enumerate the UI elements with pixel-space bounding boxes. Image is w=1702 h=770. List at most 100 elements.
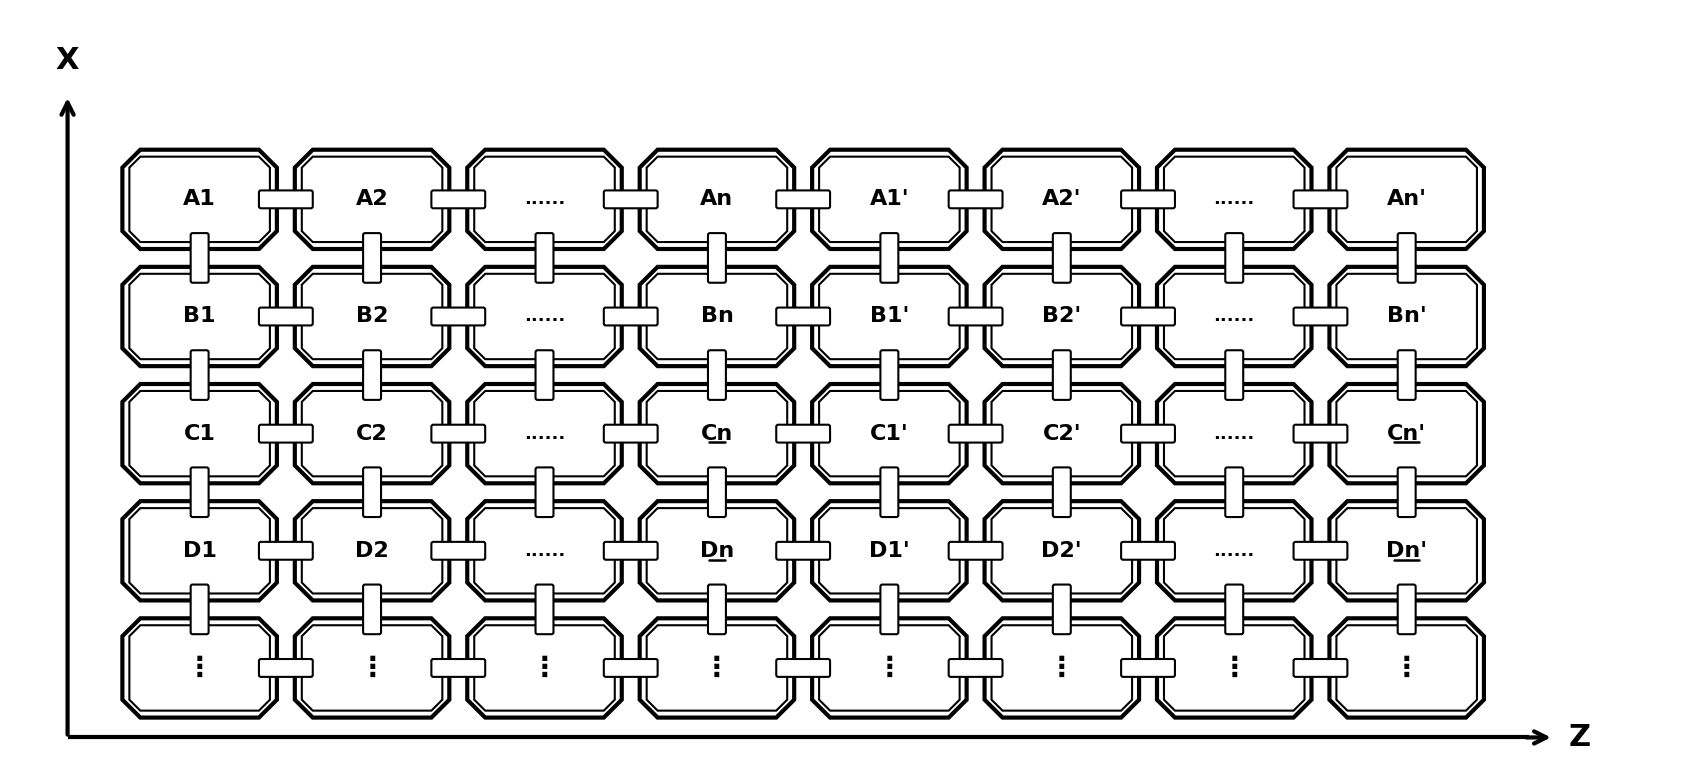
FancyBboxPatch shape — [259, 307, 313, 326]
FancyBboxPatch shape — [1122, 542, 1174, 560]
Polygon shape — [1329, 384, 1484, 484]
Text: B1': B1' — [870, 306, 909, 326]
FancyBboxPatch shape — [1054, 233, 1071, 283]
Polygon shape — [992, 625, 1132, 711]
Text: Bn: Bn — [701, 306, 734, 326]
Text: ......: ...... — [524, 307, 565, 326]
Text: ⋮: ⋮ — [1392, 654, 1421, 682]
Polygon shape — [475, 625, 614, 711]
FancyBboxPatch shape — [948, 307, 1002, 326]
FancyBboxPatch shape — [708, 350, 727, 400]
FancyBboxPatch shape — [880, 584, 899, 634]
FancyBboxPatch shape — [191, 467, 209, 517]
Text: X: X — [56, 46, 80, 75]
Text: A1': A1' — [870, 189, 909, 209]
Polygon shape — [468, 501, 621, 601]
FancyBboxPatch shape — [431, 190, 485, 208]
Polygon shape — [819, 391, 960, 477]
FancyBboxPatch shape — [191, 350, 209, 400]
Polygon shape — [468, 267, 621, 367]
FancyBboxPatch shape — [604, 659, 657, 677]
Text: ⋮: ⋮ — [1220, 654, 1248, 682]
FancyBboxPatch shape — [948, 190, 1002, 208]
Polygon shape — [123, 618, 277, 718]
FancyBboxPatch shape — [604, 542, 657, 560]
Text: ⋮: ⋮ — [357, 654, 386, 682]
Polygon shape — [129, 625, 271, 711]
Polygon shape — [1157, 149, 1312, 249]
FancyBboxPatch shape — [604, 307, 657, 326]
Polygon shape — [992, 274, 1132, 359]
FancyBboxPatch shape — [259, 542, 313, 560]
Polygon shape — [812, 267, 967, 367]
FancyBboxPatch shape — [536, 584, 553, 634]
Polygon shape — [129, 274, 271, 359]
Polygon shape — [984, 149, 1139, 249]
Text: ......: ...... — [524, 542, 565, 560]
FancyBboxPatch shape — [708, 467, 727, 517]
Polygon shape — [1329, 149, 1484, 249]
Polygon shape — [647, 391, 788, 477]
Text: ⋮: ⋮ — [1048, 654, 1076, 682]
FancyBboxPatch shape — [363, 584, 381, 634]
Polygon shape — [1157, 384, 1312, 484]
Text: A1: A1 — [184, 189, 216, 209]
Text: ......: ...... — [524, 190, 565, 209]
Polygon shape — [647, 508, 788, 594]
FancyBboxPatch shape — [431, 659, 485, 677]
Polygon shape — [1157, 267, 1312, 367]
Polygon shape — [812, 501, 967, 601]
Text: ......: ...... — [1214, 307, 1254, 326]
FancyBboxPatch shape — [708, 233, 727, 283]
Text: ⋮: ⋮ — [186, 654, 213, 682]
Polygon shape — [123, 384, 277, 484]
Polygon shape — [984, 384, 1139, 484]
FancyBboxPatch shape — [536, 233, 553, 283]
Polygon shape — [1164, 391, 1304, 477]
Polygon shape — [1157, 501, 1312, 601]
FancyBboxPatch shape — [1294, 190, 1348, 208]
Text: B2: B2 — [356, 306, 388, 326]
FancyBboxPatch shape — [1122, 307, 1174, 326]
Polygon shape — [294, 618, 449, 718]
FancyBboxPatch shape — [259, 425, 313, 443]
Polygon shape — [123, 267, 277, 367]
Polygon shape — [1336, 156, 1477, 242]
Polygon shape — [123, 501, 277, 601]
Polygon shape — [1336, 508, 1477, 594]
Polygon shape — [129, 156, 271, 242]
FancyBboxPatch shape — [1054, 467, 1071, 517]
Text: A2: A2 — [356, 189, 388, 209]
Text: An': An' — [1387, 189, 1426, 209]
Polygon shape — [812, 618, 967, 718]
FancyBboxPatch shape — [1294, 542, 1348, 560]
Polygon shape — [984, 618, 1139, 718]
Polygon shape — [468, 618, 621, 718]
Polygon shape — [819, 274, 960, 359]
Polygon shape — [475, 391, 614, 477]
FancyBboxPatch shape — [948, 659, 1002, 677]
FancyBboxPatch shape — [1294, 307, 1348, 326]
Text: Dn: Dn — [700, 541, 734, 561]
FancyBboxPatch shape — [1122, 425, 1174, 443]
FancyBboxPatch shape — [1397, 350, 1416, 400]
FancyBboxPatch shape — [431, 425, 485, 443]
Polygon shape — [640, 618, 795, 718]
Polygon shape — [468, 384, 621, 484]
Text: C2: C2 — [356, 424, 388, 444]
Polygon shape — [640, 267, 795, 367]
Polygon shape — [984, 267, 1139, 367]
Text: ......: ...... — [1214, 424, 1254, 443]
FancyBboxPatch shape — [1054, 584, 1071, 634]
Polygon shape — [819, 625, 960, 711]
Polygon shape — [301, 508, 443, 594]
Text: D1: D1 — [182, 541, 216, 561]
FancyBboxPatch shape — [363, 467, 381, 517]
Text: Cn': Cn' — [1387, 424, 1426, 444]
Text: ⋮: ⋮ — [703, 654, 730, 682]
Text: ......: ...... — [1214, 542, 1254, 560]
Polygon shape — [647, 274, 788, 359]
Polygon shape — [123, 149, 277, 249]
FancyBboxPatch shape — [1225, 233, 1242, 283]
Polygon shape — [984, 501, 1139, 601]
